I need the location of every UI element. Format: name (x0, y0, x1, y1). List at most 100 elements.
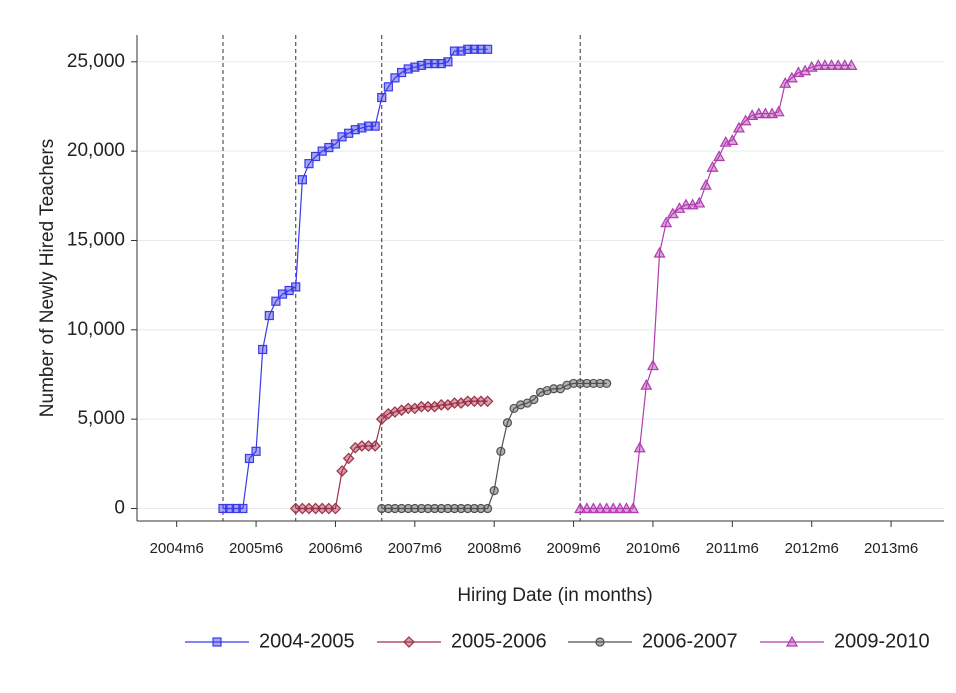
marker (336, 465, 348, 477)
marker (529, 394, 539, 405)
marker (212, 637, 222, 647)
marker (549, 384, 559, 394)
marker (251, 446, 261, 456)
marker (330, 139, 341, 149)
marker (244, 453, 255, 464)
x-tick-label: 2010m6 (626, 540, 680, 557)
legend-label: 2004-2005 (259, 630, 355, 652)
marker (476, 44, 486, 54)
marker (271, 296, 281, 306)
marker (449, 46, 460, 56)
marker (390, 503, 400, 514)
marker (489, 486, 499, 496)
marker (304, 159, 314, 169)
series (574, 59, 858, 514)
marker (713, 150, 726, 162)
marker (383, 503, 393, 514)
marker (342, 452, 355, 465)
x-tick-label: 2004m6 (150, 540, 204, 557)
marker (595, 378, 605, 389)
y-tick-label: 20,000 (67, 140, 125, 161)
marker (653, 246, 666, 258)
marker (428, 400, 441, 413)
marker (469, 44, 479, 54)
marker (357, 123, 367, 133)
marker (310, 151, 321, 162)
marker (403, 636, 415, 648)
marker (291, 282, 301, 292)
marker (660, 216, 673, 228)
x-tick-label: 2008m6 (467, 540, 521, 557)
marker (403, 64, 413, 74)
marker (238, 503, 248, 514)
marker (496, 446, 506, 456)
marker (666, 207, 679, 219)
marker (436, 58, 446, 69)
marker (416, 60, 427, 70)
marker (416, 503, 427, 514)
marker (568, 378, 579, 389)
marker (408, 402, 421, 415)
series (218, 44, 493, 514)
marker (699, 178, 712, 190)
legend-label: 2005-2006 (451, 630, 547, 652)
marker (845, 59, 858, 70)
x-tick-label: 2011m6 (706, 540, 759, 557)
marker (410, 503, 420, 514)
marker (463, 44, 473, 54)
series-line (222, 48, 488, 510)
marker (423, 58, 433, 69)
x-tick-label: 2006m6 (308, 540, 362, 557)
marker (588, 378, 599, 389)
y-axis-label: Number of Newly Hired Teachers (37, 139, 58, 417)
y-tick-label: 10,000 (67, 319, 125, 340)
legend-label: 2006-2007 (642, 630, 738, 652)
x-tick-label: 2012m6 (785, 540, 839, 557)
marker (502, 418, 513, 428)
marker (363, 121, 374, 131)
x-tick-label: 2005m6 (229, 540, 283, 557)
marker (430, 503, 440, 514)
series (377, 378, 612, 514)
marker (575, 378, 585, 389)
marker (382, 407, 395, 420)
y-tick-label: 15,000 (67, 229, 125, 250)
marker (562, 380, 572, 390)
marker (726, 134, 739, 146)
marker (218, 503, 228, 514)
marker (469, 503, 479, 514)
marker (595, 637, 605, 647)
marker (377, 503, 387, 514)
marker (627, 502, 640, 514)
marker (732, 121, 745, 133)
marker (633, 441, 646, 453)
x-tick-label: 2009m6 (546, 540, 600, 557)
marker (350, 125, 360, 135)
marker (482, 503, 493, 514)
marker (390, 73, 400, 83)
series-line (295, 400, 488, 510)
marker (423, 503, 433, 514)
marker (403, 503, 413, 514)
marker (377, 92, 387, 103)
marker (383, 82, 393, 92)
marker (370, 121, 380, 131)
series (289, 395, 494, 515)
legend-label: 2009-2010 (834, 630, 930, 652)
marker (449, 503, 460, 514)
marker (706, 160, 719, 172)
marker (369, 440, 381, 452)
marker (482, 44, 493, 54)
marker (476, 503, 486, 514)
marker (481, 395, 494, 408)
series-line (580, 64, 852, 510)
marker (396, 503, 407, 514)
x-tick-label: 2013m6 (864, 540, 918, 557)
marker (779, 77, 792, 88)
y-tick-label: 25,000 (67, 51, 125, 72)
marker (443, 57, 453, 67)
marker (329, 502, 342, 515)
y-tick-label: 5,000 (77, 408, 125, 429)
marker (772, 105, 785, 117)
marker (739, 114, 752, 126)
